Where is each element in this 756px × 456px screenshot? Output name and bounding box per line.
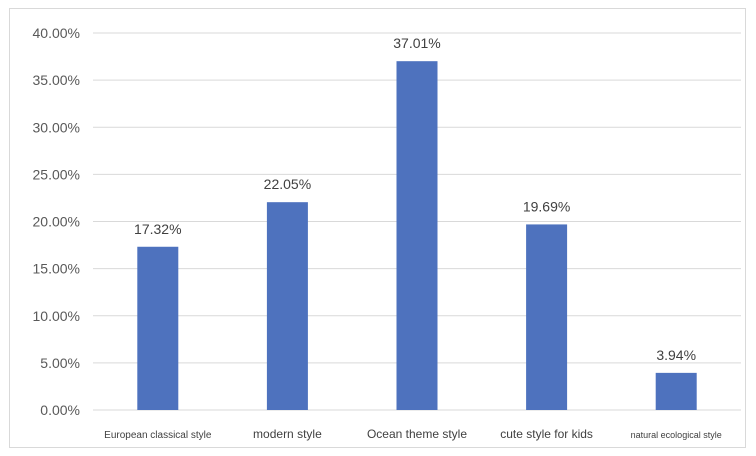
x-tick-label: modern style <box>253 427 322 441</box>
bar <box>266 202 308 410</box>
y-tick-label: 35.00% <box>33 72 80 88</box>
data-label: 37.01% <box>393 35 440 51</box>
x-tick-label: Ocean theme style <box>367 427 467 441</box>
x-tick-label: natural ecological style <box>631 430 722 440</box>
y-tick-label: 25.00% <box>33 166 80 182</box>
y-tick-label: 20.00% <box>33 214 80 230</box>
x-tick-label: European classical style <box>104 430 212 441</box>
bar <box>396 61 438 410</box>
y-tick-label: 0.00% <box>40 402 80 418</box>
data-label: 22.05% <box>264 176 311 192</box>
bar <box>137 246 179 410</box>
data-label: 17.32% <box>134 221 181 237</box>
y-tick-label: 10.00% <box>33 308 80 324</box>
y-tick-label: 15.00% <box>33 261 80 277</box>
y-tick-label: 30.00% <box>33 119 80 135</box>
y-tick-label: 40.00% <box>33 25 80 41</box>
chart-frame <box>9 8 746 448</box>
data-label: 19.69% <box>523 198 570 214</box>
x-tick-label: cute style for kids <box>500 427 593 441</box>
bar <box>655 372 697 410</box>
data-label: 3.94% <box>656 347 696 363</box>
y-tick-label: 5.00% <box>40 355 80 371</box>
bar <box>526 224 568 410</box>
